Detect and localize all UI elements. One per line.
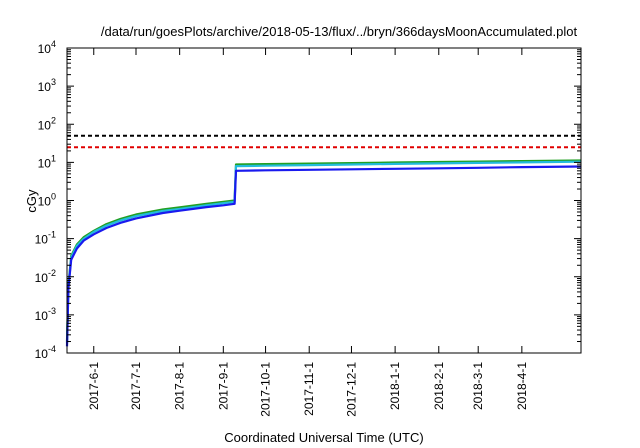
x-tick-label: 2017-11-1 [302, 362, 316, 416]
y-tick-base: 10 [38, 195, 52, 209]
series-line-0 [65, 159, 582, 342]
x-tick-label: 2018-3-1 [471, 362, 485, 410]
y-tick-label: 104 [38, 39, 56, 56]
y-tick-label: 10-1 [35, 230, 56, 247]
y-tick-base: 10 [35, 347, 49, 361]
y-tick-label: 100 [38, 192, 56, 209]
x-tick-label: 2018-4-1 [515, 362, 529, 410]
y-tick-label: 103 [38, 77, 56, 94]
y-tick-base: 10 [38, 42, 52, 56]
y-tick-label: 10-4 [35, 344, 56, 361]
y-tick-base: 10 [35, 233, 49, 247]
y-tick-label: 101 [38, 153, 56, 170]
y-tick-exponent: -1 [48, 230, 56, 240]
y-tick-base: 10 [35, 271, 49, 285]
y-axis-label: cGy [24, 189, 39, 213]
y-tick-base: 10 [38, 118, 52, 132]
y-tick-exponent: 2 [51, 115, 56, 125]
x-tick-label: 2017-7-1 [129, 362, 143, 410]
x-tick-label: 2017-12-1 [345, 362, 359, 417]
plot-frame [66, 47, 582, 354]
series-line-2 [65, 165, 582, 347]
y-tick-exponent: 3 [51, 77, 56, 87]
chart-title: /data/run/goesPlots/archive/2018-05-13/f… [101, 24, 578, 39]
x-tick-label: 2017-6-1 [87, 362, 101, 410]
series-line-1 [65, 160, 582, 344]
y-tick-exponent: 1 [51, 153, 56, 163]
y-tick-base: 10 [38, 80, 52, 94]
y-tick-label: 10-2 [35, 268, 56, 285]
x-tick-label: 2017-10-1 [259, 362, 273, 417]
x-tick-label: 2018-1-1 [388, 362, 402, 410]
y-tick-exponent: 0 [51, 192, 56, 202]
y-tick-base: 10 [35, 309, 49, 323]
y-tick-label: 102 [38, 115, 56, 132]
x-tick-label: 2017-8-1 [173, 362, 187, 410]
y-tick-exponent: -4 [48, 344, 56, 354]
x-tick-label: 2018-2-1 [432, 362, 446, 410]
y-tick-exponent: -3 [48, 306, 56, 316]
x-axis-label: Coordinated Universal Time (UTC) [224, 430, 423, 445]
y-tick-label: 10-3 [35, 306, 56, 323]
y-tick-base: 10 [38, 156, 52, 170]
x-tick-label: 2017-9-1 [216, 362, 230, 410]
y-tick-exponent: -2 [48, 268, 56, 278]
y-tick-exponent: 4 [51, 39, 56, 49]
